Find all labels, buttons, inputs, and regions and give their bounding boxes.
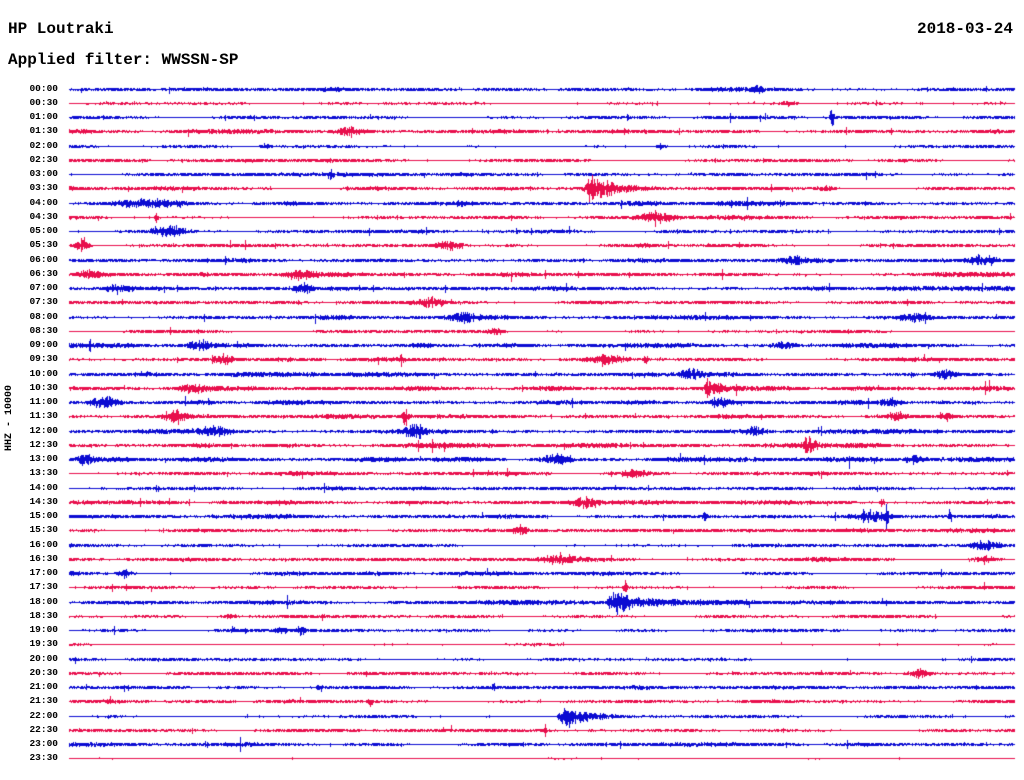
- seismogram-trace-canvas: [0, 0, 1024, 780]
- helicorder-page: HP Loutraki 2018-03-24 Applied filter: W…: [0, 0, 1024, 780]
